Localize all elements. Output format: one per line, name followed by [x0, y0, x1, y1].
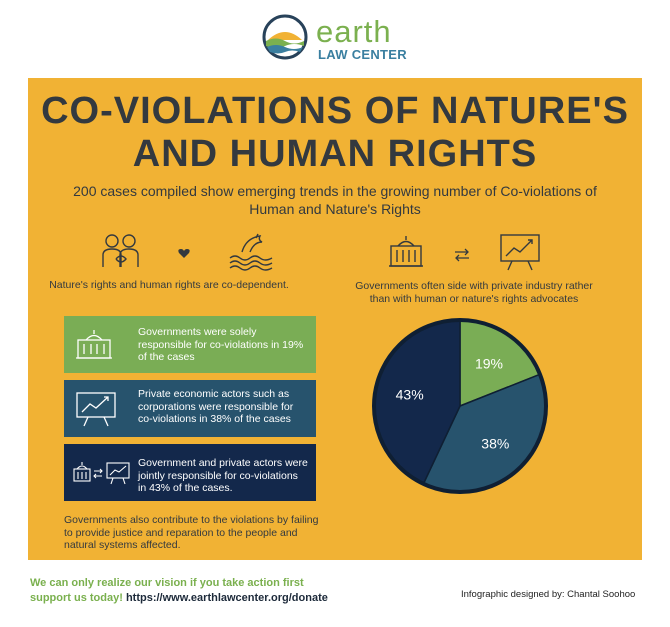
government-building-icon — [389, 236, 423, 267]
government-and-private-icon — [73, 462, 130, 485]
dolphin-icon — [229, 233, 273, 271]
logo-wordmark: earth — [316, 14, 392, 49]
pie-label: 19% — [475, 355, 503, 371]
stat-box-private-actors: Private economic actors such as corporat… — [64, 380, 316, 437]
growth-chart-icon — [500, 234, 540, 271]
governments-note: Governments also contribute to the viola… — [64, 514, 319, 551]
pie-label: 43% — [396, 387, 424, 403]
footer-line-1: We can only realize our vision if you ta… — [30, 577, 304, 589]
page-title: CO-VIOLATIONS OF NATURE'S AND HUMAN RIGH… — [28, 90, 642, 176]
stat-box-government: Governments were solely responsible for … — [64, 316, 316, 373]
co-violations-pie-chart: 19% 38% 43% — [372, 318, 548, 494]
earth-law-center-logo[interactable]: earth LAW CENTER — [262, 14, 462, 66]
stat-box-joint-actors: Government and private actors were joint… — [64, 444, 316, 501]
stat-text-private-actors: Private economic actors such as corporat… — [138, 388, 294, 425]
pie-outline — [372, 318, 548, 494]
title-line-2: AND HUMAN RIGHTS — [132, 133, 538, 175]
infographic-panel: CO-VIOLATIONS OF NATURE'S AND HUMAN RIGH… — [28, 78, 642, 560]
exchange-arrows-icon — [455, 248, 469, 262]
logo-subtitle: LAW CENTER — [318, 47, 407, 62]
designer-credit: Infographic designed by: Chantal Soohoo — [461, 589, 636, 600]
header: earth LAW CENTER — [0, 0, 670, 78]
stat-text-government: Governments were solely responsible for … — [138, 326, 304, 363]
left-caption: Nature's rights and human rights are co-… — [49, 279, 289, 291]
growth-chart-icon — [76, 392, 116, 427]
people-icon — [102, 234, 139, 267]
right-caption: Governments often side with private indu… — [355, 280, 593, 305]
earth-logo-icon — [262, 14, 308, 60]
footer-call-to-action: We can only realize our vision if you ta… — [30, 576, 328, 606]
donate-link[interactable]: https://www.earthlawcenter.org/donate — [125, 592, 328, 604]
footer-support-text: support us today! — [30, 592, 123, 604]
page-subtitle: 200 cases compiled show emerging trends … — [73, 183, 597, 217]
stat-text-joint-actors: Government and private actors were joint… — [138, 457, 308, 494]
government-building-icon — [76, 330, 112, 359]
title-line-1: CO-VIOLATIONS OF NATURE'S — [41, 90, 629, 132]
heart-icon — [178, 249, 190, 258]
pie-label: 38% — [481, 436, 509, 452]
